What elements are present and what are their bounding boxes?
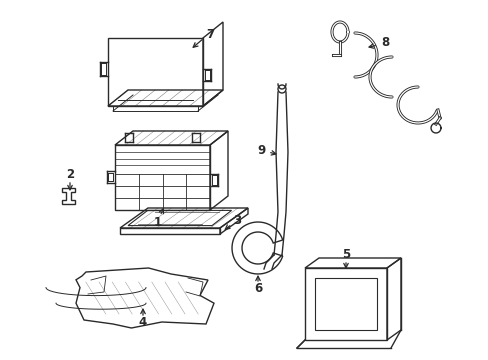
Text: 5: 5 <box>341 248 349 261</box>
Text: 2: 2 <box>66 168 74 181</box>
Text: 1: 1 <box>154 216 162 229</box>
Text: 9: 9 <box>257 144 265 157</box>
Text: 7: 7 <box>205 28 214 41</box>
Text: 3: 3 <box>232 213 241 226</box>
Text: 6: 6 <box>253 283 262 296</box>
Text: 4: 4 <box>139 316 147 329</box>
Text: 8: 8 <box>380 36 388 49</box>
